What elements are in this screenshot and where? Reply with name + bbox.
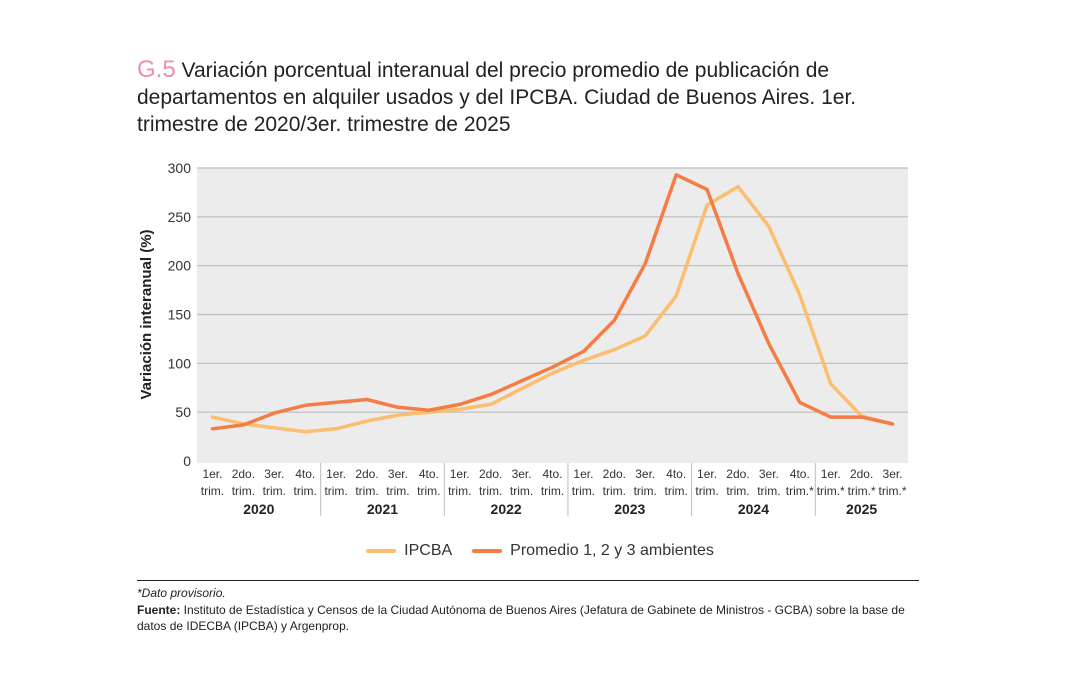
y-tick-label: 50 xyxy=(175,404,191,420)
divider xyxy=(137,580,919,581)
year-label: 2024 xyxy=(738,501,769,517)
x-tick-label: trim. xyxy=(664,484,687,498)
x-tick-label: trim. xyxy=(232,484,255,498)
x-tick-label: 1er. xyxy=(821,467,841,481)
x-tick-label: 3er. xyxy=(512,467,532,481)
x-tick-label: trim. xyxy=(355,484,378,498)
x-tick-label: trim. xyxy=(541,484,564,498)
x-tick-label: 2do. xyxy=(726,467,749,481)
legend-item: Promedio 1, 2 y 3 ambientes xyxy=(472,542,714,560)
x-tick-label: trim. xyxy=(294,484,317,498)
x-tick-label: trim. xyxy=(603,484,626,498)
year-label: 2023 xyxy=(614,501,645,517)
x-tick-label: trim. xyxy=(448,484,471,498)
x-tick-label: trim. xyxy=(386,484,409,498)
y-tick-label: 200 xyxy=(168,258,192,274)
x-tick-label: trim. xyxy=(757,484,780,498)
x-tick-label: 4to. xyxy=(790,467,810,481)
y-tick-label: 100 xyxy=(168,355,192,371)
x-tick-label: 3er. xyxy=(883,467,903,481)
legend: IPCBA Promedio 1, 2 y 3 ambientes xyxy=(0,540,1080,560)
year-label: 2022 xyxy=(491,501,522,517)
x-tick-label: 4to. xyxy=(295,467,315,481)
footnote: *Dato provisorio. xyxy=(137,586,226,600)
x-tick-label: 1er. xyxy=(573,467,593,481)
x-tick-label: 1er. xyxy=(202,467,222,481)
chart-title-text: Variación porcentual interanual del prec… xyxy=(137,59,857,136)
x-tick-label: 2do. xyxy=(850,467,873,481)
x-tick-label: trim. xyxy=(572,484,595,498)
legend-swatch xyxy=(472,549,503,553)
x-tick-label: 3er. xyxy=(635,467,655,481)
y-tick-label: 0 xyxy=(183,453,191,469)
x-tick-label: 2do. xyxy=(603,467,626,481)
year-label: 2025 xyxy=(846,501,877,517)
line-chart: 0 50 100 150 200 250 300 Variación interanual (… xyxy=(138,160,908,517)
x-tick-label: 3er. xyxy=(759,467,779,481)
chart-title: G.5 Variación porcentual interanual del … xyxy=(137,56,937,138)
year-label: 2020 xyxy=(243,501,274,517)
x-tick-label: 1er. xyxy=(697,467,717,481)
x-tick-label: 4to. xyxy=(419,467,439,481)
x-tick-label: trim. xyxy=(634,484,657,498)
x-tick-label: trim. xyxy=(324,484,347,498)
y-tick-label: 300 xyxy=(168,160,192,176)
x-tick-label: 2do. xyxy=(479,467,502,481)
x-tick-label: trim. xyxy=(201,484,224,498)
x-tick-label: trim.* xyxy=(879,484,907,498)
x-tick-label: 4to. xyxy=(666,467,686,481)
x-tick-label: 3er. xyxy=(264,467,284,481)
plot-area xyxy=(197,168,908,463)
x-tick-label: 2do. xyxy=(232,467,255,481)
x-tick-label: trim. xyxy=(510,484,533,498)
year-label: 2021 xyxy=(367,501,398,517)
x-tick-label: 1er. xyxy=(326,467,346,481)
x-tick-label: trim. xyxy=(479,484,502,498)
x-tick-label: trim.* xyxy=(817,484,845,498)
x-tick-label: 2do. xyxy=(355,467,378,481)
x-tick-label: trim.* xyxy=(786,484,814,498)
y-tick-label: 150 xyxy=(168,307,192,323)
source-text: Instituto de Estadística y Censos de la … xyxy=(137,603,905,633)
x-tick-label: 1er. xyxy=(450,467,470,481)
legend-swatch xyxy=(366,549,397,553)
x-tick-label: 3er. xyxy=(388,467,408,481)
legend-item: IPCBA xyxy=(366,542,452,560)
source-label: Fuente: xyxy=(137,603,181,617)
y-tick-label: 250 xyxy=(168,209,192,225)
x-tick-label: trim.* xyxy=(848,484,876,498)
legend-label: IPCBA xyxy=(404,542,453,559)
x-tick-label: 4to. xyxy=(542,467,562,481)
y-axis-label: Variación interanual (%) xyxy=(138,229,155,399)
source-note: Fuente: Instituto de Estadística y Censo… xyxy=(137,602,937,634)
chart-number: G.5 xyxy=(137,56,176,83)
x-tick-label: trim. xyxy=(695,484,718,498)
x-tick-label: trim. xyxy=(726,484,749,498)
x-tick-label: trim. xyxy=(263,484,286,498)
x-tick-label: trim. xyxy=(417,484,440,498)
legend-label: Promedio 1, 2 y 3 ambientes xyxy=(510,542,714,559)
